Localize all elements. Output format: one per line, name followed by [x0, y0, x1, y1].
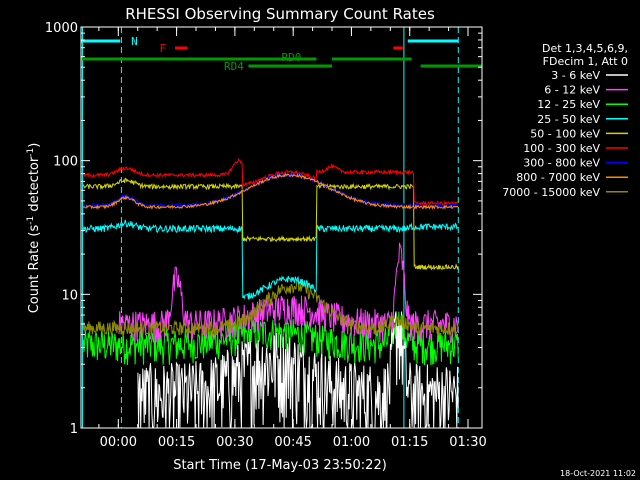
rd4-label: RD4	[224, 60, 244, 73]
y-tick-label: 1000	[45, 21, 78, 36]
legend-header-1: Det 1,3,4,5,6,9,	[542, 42, 628, 55]
night-label: N	[131, 35, 138, 48]
legend-entry-label: 300 - 800 keV	[523, 157, 600, 170]
x-tick-label: 00:00	[100, 435, 137, 450]
legend-entry-label: 12 - 25 keV	[537, 98, 600, 111]
x-tick-label: 01:00	[333, 435, 370, 450]
series-25to50keV-line	[82, 219, 459, 300]
series-3to6keV-line	[137, 311, 459, 429]
flare-label: F	[159, 42, 166, 55]
series-layer	[82, 158, 459, 429]
legend-entry-label: 7000 - 15000 keV	[502, 186, 600, 199]
legend-entry-label: 50 - 100 keV	[530, 127, 600, 140]
x-tick-label: 01:15	[391, 435, 428, 450]
x-tick-label: 00:15	[158, 435, 195, 450]
x-tick-label: 00:30	[216, 435, 253, 450]
series-800to7000keV-line	[82, 173, 459, 211]
legend-entry-label: 3 - 6 keV	[551, 69, 600, 82]
legend-entry-label: 25 - 50 keV	[537, 113, 600, 126]
y-tick-label: 100	[53, 155, 78, 170]
x-tick-label: 00:45	[274, 435, 311, 450]
timestamp: 18-Oct-2021 11:02	[560, 469, 636, 478]
axes-layer: 1 10 100 1000 00:00 00:15 00:30 00:45 01:00 01:15…	[45, 21, 487, 450]
legend: Det 1,3,4,5,6,9, FDecim 1, Att 0 3 - 6 k…	[502, 42, 628, 199]
x-axis-label: Start Time (17-May-03 23:50:22)	[173, 458, 387, 473]
x-tick-label: 01:30	[449, 435, 486, 450]
series-100to300keV-line	[82, 158, 459, 207]
legend-entry-label: 100 - 300 keV	[523, 142, 600, 155]
plot-frame	[80, 26, 483, 429]
legend-entry-label: 800 - 7000 keV	[516, 171, 600, 184]
series-300to800keV-line	[82, 171, 459, 210]
legend-entry-label: 6 - 12 keV	[544, 84, 600, 97]
series-7000to15000keV-line	[82, 279, 459, 337]
series-6to12keV-line	[118, 242, 459, 344]
y-tick-label: 10	[61, 288, 78, 303]
chart-title: RHESSI Observing Summary Count Rates	[125, 5, 435, 23]
y-axis-label: Count Rate (s-1 detector-1)	[26, 143, 42, 314]
overlay-layer: N F RD0 RD4	[81, 27, 482, 428]
rd0-label: RD0	[282, 51, 302, 64]
series-50to100keV-line	[82, 177, 459, 271]
legend-header-2: FDecim 1, Att 0	[543, 55, 628, 68]
y-tick-label: 1	[70, 422, 78, 437]
